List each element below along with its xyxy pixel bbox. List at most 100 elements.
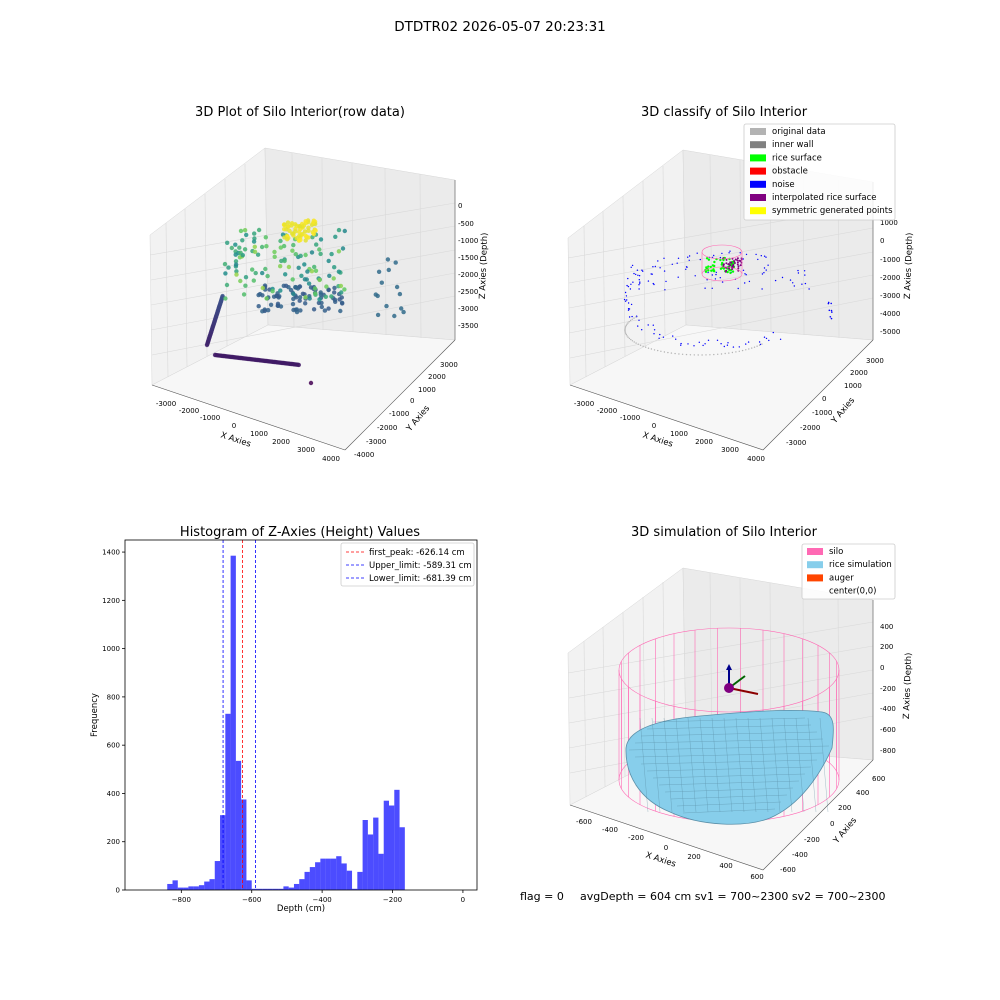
rice-mesh-line <box>646 766 812 772</box>
raw-y-tick: -1000 <box>389 410 409 418</box>
simulation-x-tick: -400 <box>602 826 618 834</box>
noise-point <box>627 302 630 304</box>
point-cloud-dot <box>291 242 296 248</box>
original-data-point <box>738 350 740 352</box>
classify-z-tick: 0 <box>880 237 884 245</box>
point-cloud-dot <box>256 304 261 309</box>
point-cloud-dot <box>401 309 406 315</box>
point-cloud-dot <box>251 278 256 283</box>
noise-point <box>781 276 784 279</box>
simulation-z-tick: -200 <box>880 685 896 693</box>
noise-point <box>630 266 632 268</box>
classify-3d-plot[interactable]: 3D classify of Silo Interior -3000 -2000… <box>567 105 915 463</box>
point-cloud-dot <box>241 292 247 297</box>
simulation-3d-plot[interactable]: 3D simulation of Silo Interior -600 -400 <box>520 525 914 903</box>
point-cloud-dot <box>326 306 331 311</box>
histogram-bar <box>309 867 316 890</box>
noise-point <box>767 264 769 266</box>
point-cloud-dot <box>290 277 295 282</box>
legend-swatch <box>750 128 766 135</box>
raw-x-tick: 2000 <box>272 438 290 446</box>
noise-point <box>624 291 627 294</box>
point-cloud-dot <box>298 308 303 313</box>
noise-point <box>827 302 830 305</box>
point-cloud-dot <box>322 308 328 313</box>
point-cloud-dot <box>229 245 234 251</box>
histogram-frame <box>124 539 478 891</box>
rice-mesh-line <box>646 724 812 730</box>
interpolated-surface-point <box>733 262 736 264</box>
point-cloud-dot <box>234 269 239 274</box>
histogram-bar <box>283 886 289 890</box>
raw-x-ticks: -3000 -2000 -1000 0 1000 2000 3000 4000 <box>156 400 340 463</box>
interpolated-surface-point <box>736 261 739 264</box>
histogram-bar <box>167 883 173 890</box>
raw-y-tick: -2000 <box>377 424 397 432</box>
legend-entry: inner wall <box>772 140 813 150</box>
point-cloud-dot <box>311 220 316 225</box>
classify-y-tick: 3000 <box>866 357 884 365</box>
noise-point <box>665 280 667 283</box>
original-data-point <box>709 354 711 356</box>
raw-y-tick: 2000 <box>428 373 446 381</box>
legend-entry: obstacle <box>772 167 808 177</box>
original-data-point <box>633 317 635 319</box>
simulation-z-tick: -800 <box>880 747 896 755</box>
noise-point <box>793 285 795 287</box>
point-cloud-dot <box>394 284 400 290</box>
rice-surface-point <box>707 265 710 268</box>
rice-surface-point <box>720 263 723 266</box>
classify-x-tick: 4000 <box>747 455 765 463</box>
noise-point <box>635 273 637 276</box>
original-data-point <box>753 346 756 348</box>
point-cloud-dot <box>375 312 381 318</box>
point-cloud-dot <box>336 249 342 254</box>
classify-y-tick: 2000 <box>850 369 868 377</box>
noise-point <box>672 335 674 337</box>
noise-point <box>715 271 717 274</box>
histogram-bar <box>378 853 384 890</box>
simulation-z-tick: 0 <box>880 664 884 672</box>
noise-point <box>719 256 722 259</box>
noise-point <box>627 285 630 288</box>
point-cloud-dot <box>303 219 308 224</box>
legend-swatch <box>750 154 766 162</box>
legend-entry: rice surface <box>772 153 822 163</box>
original-data-point <box>758 344 761 346</box>
point-cloud-dot <box>298 253 303 259</box>
noise-point <box>647 280 650 282</box>
point-cloud-dot <box>332 285 337 291</box>
point-cloud-dot <box>305 269 310 274</box>
classify-x-tick: 3000 <box>721 446 739 454</box>
histogram-plot[interactable]: Histogram of Z-Axies (Height) Values −80… <box>90 525 478 914</box>
noise-point <box>663 257 665 259</box>
histogram-x-ticks: −800 −600 −400 −200 0 <box>172 890 465 904</box>
raw-z-tick: -500 <box>458 220 474 228</box>
original-data-point <box>642 345 644 347</box>
histogram-y-tick-label: 1000 <box>102 645 120 653</box>
rice-mesh-line <box>759 717 769 813</box>
original-data-point <box>628 337 631 340</box>
noise-point <box>748 280 751 283</box>
histogram-bar <box>336 856 342 890</box>
histogram-bar <box>204 881 210 890</box>
histogram-plot-area <box>125 540 477 890</box>
point-cloud-dot <box>278 238 283 244</box>
rice-surface-point <box>713 264 716 268</box>
noise-point <box>657 260 659 262</box>
legend-frame <box>801 543 896 600</box>
histogram-bar <box>399 827 405 890</box>
raw-3d-plot[interactable]: 3D Plot of Silo Interior(row data) -3000… <box>149 105 490 463</box>
raw-x-tick: -2000 <box>179 407 199 415</box>
original-data-point <box>629 319 632 322</box>
classify-x-tick: 2000 <box>695 438 713 446</box>
point-cloud-dot <box>306 281 312 286</box>
rice-surface-point <box>726 270 729 274</box>
original-data-point <box>705 354 707 356</box>
rice-surface-point <box>707 258 711 261</box>
histogram-bar <box>262 888 268 890</box>
point-cloud-dot <box>303 301 308 306</box>
point-cloud-dot <box>318 251 323 257</box>
noise-point <box>627 277 629 280</box>
simulation-x-ticks: -600 -400 -200 0 200 400 600 <box>576 818 764 881</box>
